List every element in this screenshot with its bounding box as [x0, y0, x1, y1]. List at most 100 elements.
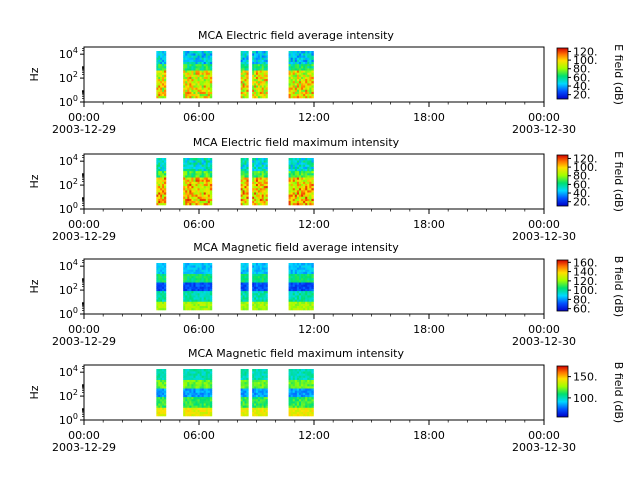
spectrogram-block [156, 158, 167, 206]
y-axis-label: Hz [28, 385, 41, 399]
x-tick-label: 18:00 [413, 218, 445, 231]
y-tick-label: 102 [59, 388, 78, 403]
y-tick-label: 100 [59, 94, 78, 109]
y-tick-label: 104 [59, 153, 78, 168]
x-tick-label: 18:00 [413, 323, 445, 336]
colorbar-label: E field (dB) [612, 44, 625, 105]
spectrogram-block [183, 158, 213, 206]
chart-title: MCA Electric field maximum intensity [193, 136, 400, 149]
x-tick-label: 00:00 [68, 218, 100, 231]
colorbar-tick-label: 100. [573, 284, 598, 297]
colorbar-tick-label: 60. [573, 71, 591, 84]
spectrogram-block [288, 369, 314, 417]
colorbar-tick-label: 80. [573, 63, 591, 76]
x-tick-label: 00:00 [68, 111, 100, 124]
spectrogram-block [240, 263, 249, 311]
spectrogram-block [183, 51, 213, 99]
chart-title: MCA Magnetic field maximum intensity [188, 347, 404, 360]
x-date-label: 2003-12-29 [52, 441, 116, 454]
colorbar-tick-label: 40. [573, 187, 591, 200]
x-tick-label: 06:00 [183, 111, 215, 124]
colorbar-label: B field (dB) [612, 256, 625, 317]
colorbar [556, 154, 569, 207]
spectrogram-block [156, 369, 167, 417]
y-tick-label: 100 [59, 412, 78, 427]
x-tick-label: 06:00 [183, 218, 215, 231]
chart-title: MCA Magnetic field average intensity [193, 241, 399, 254]
x-tick-label: 18:00 [413, 111, 445, 124]
spectrogram-block [252, 51, 268, 99]
y-tick-label: 104 [59, 258, 78, 273]
colorbar-tick-label: 120. [573, 45, 598, 58]
y-tick-label: 102 [59, 282, 78, 297]
y-axis-label: Hz [28, 67, 41, 81]
plot-frame [83, 364, 545, 421]
x-tick-label: 00:00 [68, 429, 100, 442]
colorbar-tick-label: 80. [573, 170, 591, 183]
x-date-label: 2003-12-30 [512, 230, 576, 243]
colorbar-tick-label: 120. [573, 152, 598, 165]
colorbar-tick-label: 20. [573, 196, 591, 209]
spectrogram-block [288, 263, 314, 311]
x-tick-label: 12:00 [298, 111, 330, 124]
y-tick-label: 104 [59, 46, 78, 61]
x-date-label: 2003-12-29 [52, 123, 116, 136]
colorbar-label: B field (dB) [612, 362, 625, 423]
spectrogram-block [288, 158, 314, 206]
colorbar-tick-label: 100. [573, 54, 598, 67]
x-tick-label: 00:00 [528, 429, 560, 442]
chart-panel-3: MCA Magnetic field average intensity Hz 10… [28, 241, 625, 348]
x-date-label: 2003-12-29 [52, 335, 116, 348]
x-tick-label: 00:00 [528, 323, 560, 336]
x-tick-label: 00:00 [68, 323, 100, 336]
colorbar-tick-label: 80. [573, 293, 591, 306]
x-date-label: 2003-12-29 [52, 230, 116, 243]
spectrogram-block [240, 158, 249, 206]
x-date-label: 2003-12-30 [512, 335, 576, 348]
colorbar-label: E field (dB) [612, 151, 625, 212]
colorbar-tick-label: 20. [573, 89, 591, 102]
x-tick-label: 06:00 [183, 323, 215, 336]
plot-frame [83, 46, 545, 103]
chart-panel-4: MCA Magnetic field maximum intensity Hz 10… [28, 347, 625, 454]
x-tick-label: 00:00 [528, 218, 560, 231]
colorbar-tick-label: 150. [573, 371, 598, 384]
y-axis-label: Hz [28, 174, 41, 188]
x-date-label: 2003-12-30 [512, 123, 576, 136]
y-axis-label: Hz [28, 279, 41, 293]
spectrogram-block [240, 369, 249, 417]
y-tick-label: 102 [59, 177, 78, 192]
colorbar-tick-label: 160. [573, 256, 598, 269]
x-tick-label: 18:00 [413, 429, 445, 442]
spectrogram-block [183, 369, 213, 417]
spectrogram-block [156, 51, 167, 99]
x-tick-label: 12:00 [298, 323, 330, 336]
spectrogram-block [288, 51, 314, 99]
x-tick-label: 12:00 [298, 429, 330, 442]
colorbar-tick-label: 100. [573, 161, 598, 174]
chart-panel-1: MCA Electric field average intensity Hz 10… [28, 29, 625, 136]
plot-frame [83, 153, 545, 210]
colorbar [556, 47, 569, 100]
colorbar-tick-label: 60. [573, 303, 591, 316]
colorbar-tick-label: 100. [573, 392, 598, 405]
y-tick-label: 104 [59, 364, 78, 379]
spectrogram-block [252, 158, 268, 206]
spectrogram-block [183, 263, 213, 311]
x-tick-label: 12:00 [298, 218, 330, 231]
chart-panel-2: MCA Electric field maximum intensity Hz 10… [28, 136, 625, 243]
x-tick-label: 00:00 [528, 111, 560, 124]
colorbar-tick-label: 40. [573, 80, 591, 93]
colorbar-tick-label: 140. [573, 266, 598, 279]
y-tick-label: 100 [59, 306, 78, 321]
colorbar-tick-label: 120. [573, 275, 598, 288]
colorbar [556, 365, 569, 418]
x-date-label: 2003-12-30 [512, 441, 576, 454]
plot-frame [83, 258, 545, 315]
x-tick-label: 06:00 [183, 429, 215, 442]
y-tick-label: 102 [59, 70, 78, 85]
chart-title: MCA Electric field average intensity [198, 29, 394, 42]
spectrogram-block [252, 369, 268, 417]
spectrogram-block [252, 263, 268, 311]
